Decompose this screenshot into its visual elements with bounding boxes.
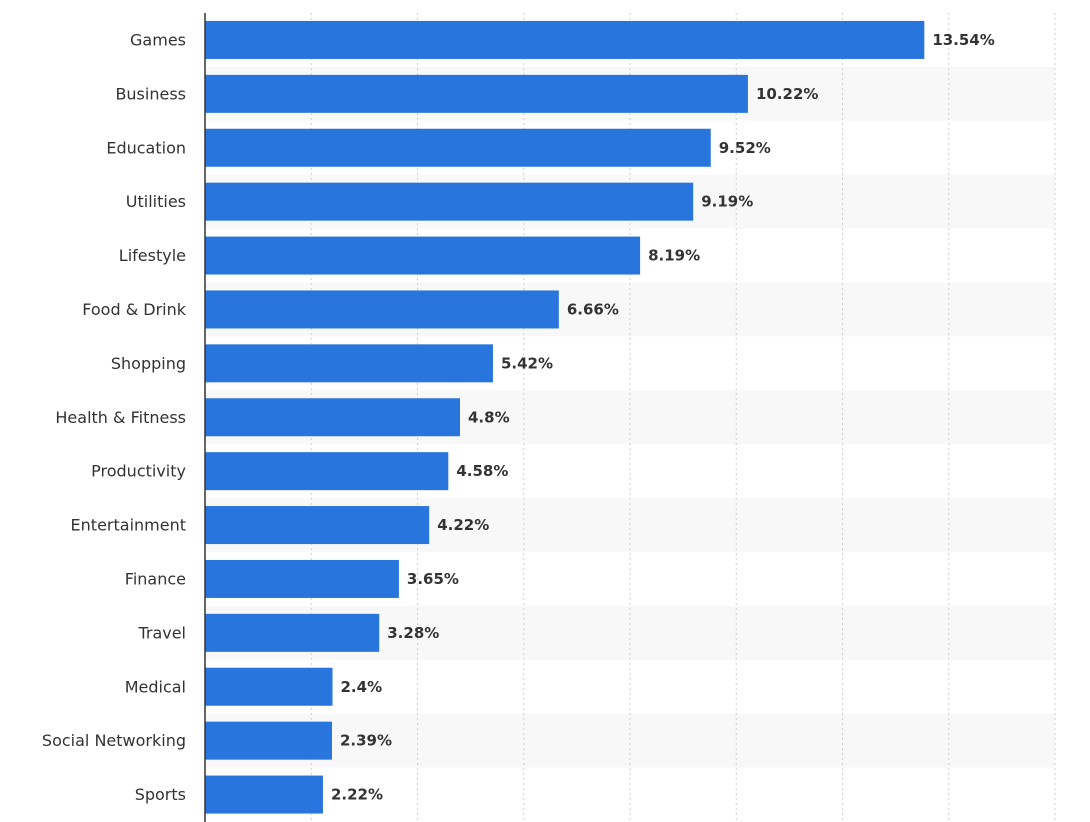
bar[interactable] bbox=[205, 236, 641, 275]
value-label: 5.42% bbox=[501, 354, 553, 372]
category-label: Games bbox=[130, 30, 186, 49]
category-label: Travel bbox=[137, 623, 186, 642]
value-label: 2.22% bbox=[331, 786, 383, 804]
bar[interactable] bbox=[205, 20, 925, 59]
value-label: 4.22% bbox=[437, 516, 489, 534]
bar[interactable] bbox=[205, 344, 493, 383]
bars bbox=[205, 20, 925, 814]
bar[interactable] bbox=[205, 613, 380, 652]
bar[interactable] bbox=[205, 290, 559, 329]
value-label: 9.52% bbox=[719, 139, 771, 157]
category-labels: Games Business Education Utilities Lifestyle… bbox=[42, 30, 187, 804]
value-label: 3.65% bbox=[407, 570, 459, 588]
category-label: Utilities bbox=[126, 192, 186, 211]
value-label: 13.54% bbox=[932, 31, 994, 49]
category-label: Food & Drink bbox=[82, 300, 187, 319]
value-label: 4.8% bbox=[468, 408, 510, 426]
category-label: Entertainment bbox=[71, 516, 186, 535]
bar[interactable] bbox=[205, 452, 449, 491]
value-label: 10.22% bbox=[756, 85, 818, 103]
value-label: 2.4% bbox=[341, 678, 383, 696]
category-label: Finance bbox=[125, 569, 186, 588]
value-label: 2.39% bbox=[340, 732, 392, 750]
bar[interactable] bbox=[205, 775, 323, 814]
value-label: 9.19% bbox=[701, 193, 753, 211]
category-label: Lifestyle bbox=[119, 246, 186, 265]
bar[interactable] bbox=[205, 74, 748, 113]
category-label: Social Networking bbox=[42, 731, 186, 750]
bar[interactable] bbox=[205, 721, 332, 760]
category-label: Business bbox=[115, 84, 186, 103]
value-label: 4.58% bbox=[456, 462, 508, 480]
category-label: Health & Fitness bbox=[55, 408, 186, 427]
bar[interactable] bbox=[205, 128, 711, 167]
value-label: 8.19% bbox=[648, 247, 700, 265]
bar[interactable] bbox=[205, 559, 399, 598]
bar[interactable] bbox=[205, 398, 460, 437]
bar[interactable] bbox=[205, 506, 430, 545]
category-label: Medical bbox=[125, 677, 186, 696]
value-label: 3.28% bbox=[387, 624, 439, 642]
category-label: Education bbox=[106, 138, 186, 157]
category-label: Productivity bbox=[91, 462, 186, 481]
value-labels: 13.54% 10.22% 9.52% 9.19% 8.19% 6.66% 5.42% 4.8… bbox=[331, 31, 995, 804]
bar[interactable] bbox=[205, 667, 333, 706]
value-label: 6.66% bbox=[567, 300, 619, 318]
category-label: Sports bbox=[135, 785, 186, 804]
category-label: Shopping bbox=[111, 354, 186, 373]
bar[interactable] bbox=[205, 182, 694, 221]
